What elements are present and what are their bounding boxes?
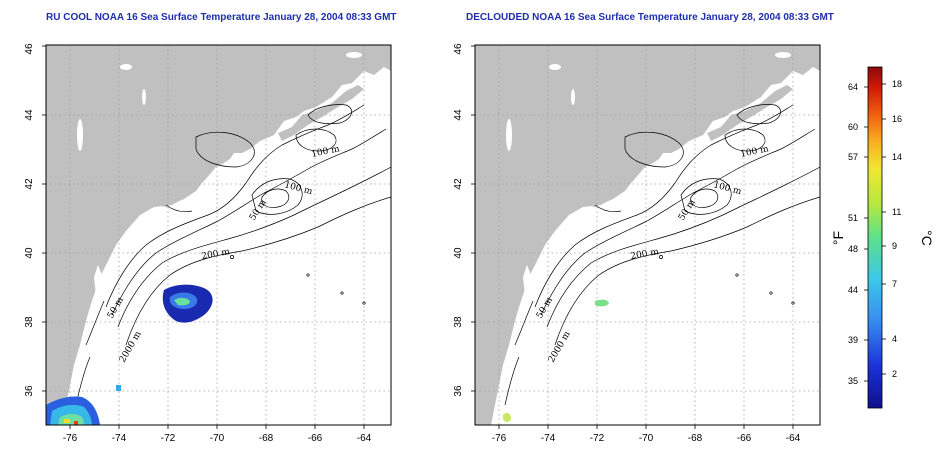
- colorbar-fahrenheit-label: °F: [830, 231, 846, 245]
- lat-tick: 42: [24, 178, 35, 190]
- lat-tick: 36: [453, 385, 464, 397]
- contour-label: 2000 m: [547, 329, 573, 364]
- contour-label: 2000 m: [118, 329, 144, 364]
- lon-tick: -70: [210, 433, 225, 444]
- lat-tick: 38: [453, 316, 464, 328]
- colorbar: 64 60 57 51 48 44 39 35 18 16 14 11 9 7 …: [830, 66, 935, 409]
- sst-patch-declouded: [503, 299, 609, 422]
- colorbar-f-tick: 64: [848, 82, 858, 92]
- lat-tick: 40: [24, 247, 35, 259]
- colorbar-c-tick: 11: [892, 207, 901, 217]
- lon-tick: -74: [541, 433, 556, 444]
- colorbar-c-tick: 14: [892, 152, 902, 162]
- contour-label: 100 m: [283, 180, 314, 197]
- contour-label: 100 m: [712, 180, 743, 197]
- lat-tick: 42: [453, 178, 464, 190]
- lon-tick: -68: [688, 433, 703, 444]
- lon-tick: -76: [63, 433, 78, 444]
- colorbar-celsius-label: °C: [919, 230, 935, 246]
- colorbar-f-tick: 44: [848, 285, 858, 295]
- colorbar-c-tick: 7: [892, 279, 897, 289]
- lon-tick: -66: [737, 433, 752, 444]
- contour-label: 50 m: [248, 198, 269, 223]
- lat-tick: 46: [453, 43, 464, 55]
- colorbar-c-tick: 16: [892, 114, 902, 124]
- panel-title-right: DECLOUDED NOAA 16 Sea Surface Temperatur…: [466, 12, 834, 23]
- lat-tick: 40: [453, 247, 464, 259]
- colorbar-c-tick: 4: [892, 334, 897, 344]
- lat-tick: 44: [24, 109, 35, 121]
- panel-title-left: RU COOL NOAA 16 Sea Surface Temperature …: [46, 12, 397, 23]
- lon-tick: -72: [161, 433, 176, 444]
- lon-tick: -66: [308, 433, 323, 444]
- lat-tick: 36: [24, 385, 35, 397]
- lat-tick: 38: [24, 316, 35, 328]
- contour-label: 50 m: [677, 198, 698, 223]
- colorbar-f-tick: 57: [848, 152, 858, 162]
- sst-patch-gulfstream: [162, 284, 213, 323]
- colorbar-c-tick: 18: [892, 79, 902, 89]
- colorbar-f-tick: 48: [848, 244, 858, 254]
- map-panel-right: 100 m 100 m 50 m 200 m 50 m 2000 m -76 -…: [453, 43, 821, 444]
- sst-patch-hatteras: [46, 385, 121, 425]
- contour-label: 200 m: [201, 247, 231, 262]
- colorbar-c-tick: 9: [892, 241, 897, 251]
- lat-tick: 44: [453, 109, 464, 121]
- colorbar-f-tick: 35: [848, 376, 858, 386]
- lon-tick: -72: [590, 433, 605, 444]
- contour-label: 100 m: [311, 144, 341, 160]
- contour-label: 100 m: [740, 144, 770, 160]
- colorbar-c-tick: 2: [892, 369, 897, 379]
- lon-tick: -74: [112, 433, 127, 444]
- colorbar-f-tick: 39: [848, 335, 858, 345]
- contour-label: 200 m: [630, 247, 660, 262]
- colorbar-f-tick: 51: [848, 213, 858, 223]
- lat-tick: 46: [24, 43, 35, 55]
- colorbar-f-tick: 60: [848, 122, 858, 132]
- map-panel-left: 100 m 100 m 50 m 200 m 50 m 2000 m -76 -…: [24, 43, 392, 444]
- lon-tick: -70: [639, 433, 654, 444]
- lon-tick: -64: [357, 433, 372, 444]
- lon-tick: -64: [786, 433, 801, 444]
- lon-tick: -76: [492, 433, 507, 444]
- lon-tick: -68: [259, 433, 274, 444]
